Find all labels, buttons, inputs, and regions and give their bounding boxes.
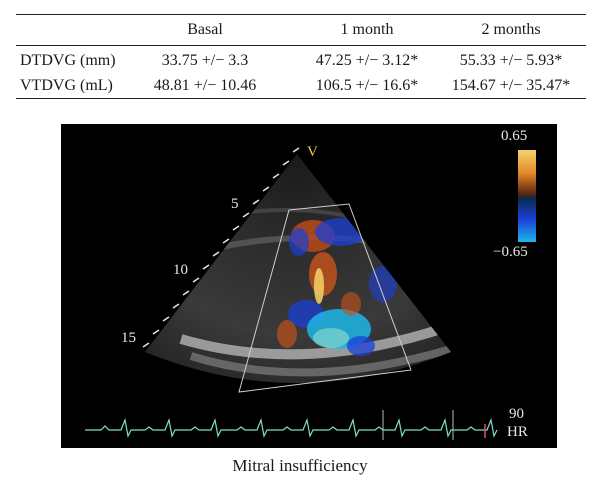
heart-rate-value: 90 bbox=[509, 406, 524, 422]
table-top-rule bbox=[16, 14, 586, 15]
apex-label: V bbox=[307, 144, 318, 160]
figure-caption: Mitral insufficiency bbox=[232, 456, 368, 475]
row-label-dtdvg: DTDVG (mm) bbox=[20, 52, 116, 69]
cell-vtdvg-basal: 48.81 +/− 10.46 bbox=[153, 77, 257, 94]
cell-dtdvg-basal: 33.75 +/− 3.3 bbox=[161, 52, 249, 69]
row-label-vtdvg: VTDVG (mL) bbox=[20, 77, 113, 94]
table-header-rule bbox=[16, 45, 586, 46]
cell-vtdvg-1-month: 106.5 +/− 16.6* bbox=[315, 77, 419, 94]
cell-vtdvg-2-months: 154.67 +/− 35.47* bbox=[451, 77, 571, 94]
echocardiogram-image: V 5 10 15 0.65 −0.65 90 HR bbox=[61, 124, 557, 448]
cell-dtdvg-1-month: 47.25 +/− 3.12* bbox=[315, 52, 419, 69]
depth-label-5: 5 bbox=[231, 196, 239, 212]
depth-ticks bbox=[142, 147, 300, 348]
header-2-months: 2 months bbox=[481, 21, 541, 38]
ultrasound-sector bbox=[145, 154, 451, 383]
scale-max-label: 0.65 bbox=[501, 128, 528, 144]
heart-rate-unit: HR bbox=[507, 424, 528, 440]
scale-min-label: −0.65 bbox=[493, 244, 528, 260]
color-scale-bar bbox=[518, 150, 536, 242]
table-bottom-rule bbox=[16, 98, 586, 99]
color-box-outline bbox=[238, 203, 412, 393]
echo-sector-graphic bbox=[85, 147, 536, 440]
ecg-trace bbox=[85, 417, 498, 438]
cell-dtdvg-2-months: 55.33 +/− 5.93* bbox=[459, 52, 563, 69]
depth-label-15: 15 bbox=[121, 330, 136, 346]
header-1-month: 1 month bbox=[340, 21, 394, 38]
depth-label-10: 10 bbox=[173, 262, 188, 278]
header-basal: Basal bbox=[187, 21, 223, 38]
